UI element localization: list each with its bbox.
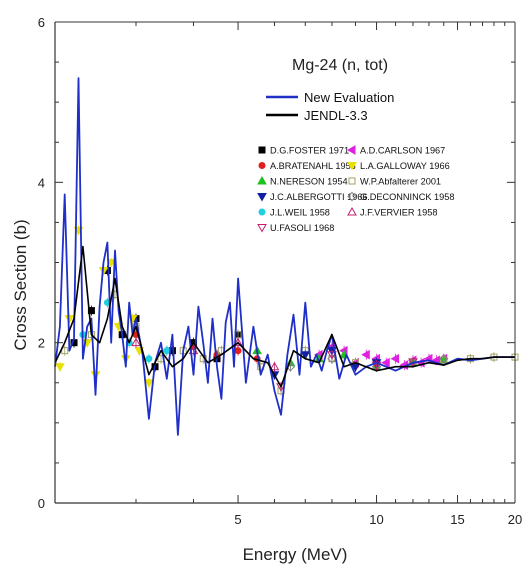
data-point <box>327 353 337 364</box>
data-point <box>234 347 242 355</box>
data-point <box>163 347 171 355</box>
data-point <box>233 337 243 347</box>
data-point <box>269 361 280 371</box>
data-point <box>106 259 117 268</box>
data-point <box>131 337 141 347</box>
series-line-jendl-3-3 <box>54 245 515 388</box>
legend-marker-u-fasoli-1968 <box>257 224 267 233</box>
legend-label: U.FASOLI 1968 <box>270 223 334 233</box>
x-axis-label: Energy (MeV) <box>243 545 348 564</box>
data-point <box>144 379 154 388</box>
legend-label: L.A.GALLOWAY 1966 <box>360 161 450 171</box>
legend-marker-j-f-vervier-1958 <box>347 206 357 216</box>
data-point <box>327 351 337 360</box>
legend-marker-g-deconninck-1958 <box>347 191 357 202</box>
legend-label: J.L.WEIL 1958 <box>270 208 330 218</box>
legend-label: A.BRATENAHL 1958 <box>270 161 356 171</box>
data-point <box>390 353 400 364</box>
y-axis-label: Cross Section (b) <box>11 219 30 350</box>
data-point <box>381 357 390 368</box>
legend-label: JENDL-3.3 <box>304 108 368 123</box>
legend-label: N.NERESON 1954 <box>270 177 348 187</box>
y-tick-label: 0 <box>38 496 45 511</box>
legend-marker-d-g-foster-1971 <box>258 146 266 154</box>
data-point <box>276 383 286 392</box>
legend-label: W.P.Abfalterer 2001 <box>360 177 441 187</box>
y-tick-label: 2 <box>38 336 45 351</box>
data-point <box>361 349 370 360</box>
x-tick-label: 15 <box>450 512 464 527</box>
x-tick-label: 20 <box>508 512 522 527</box>
series-j-f-vervier-1958 <box>131 337 280 372</box>
legend-marker-j-l-weil-1958 <box>258 208 266 216</box>
y-tick-label: 4 <box>38 175 45 190</box>
legend-marker-j-c-albergotti-1966 <box>257 193 267 202</box>
legend: New Evaluation JENDL-3.3 D.G.FOSTER 1971 A.… <box>257 90 454 233</box>
legend-marker-n-nereson-1954 <box>257 175 267 185</box>
plot-area <box>54 77 519 436</box>
legend-label: D.G.FOSTER 1971 <box>270 146 349 156</box>
data-point <box>64 315 75 324</box>
legend-marker-a-bratenahl-1958 <box>258 162 266 169</box>
x-tick-label: 10 <box>369 512 383 527</box>
series-line-new-evaluation <box>54 77 515 436</box>
legend-label: G.DECONNINCK 1958 <box>360 192 454 202</box>
data-point <box>61 347 69 355</box>
y-tick-label: 6 <box>38 15 45 30</box>
data-point <box>350 363 361 372</box>
ticks: 0 2 4 6 5 10 15 20 <box>38 15 522 527</box>
legend-label: A.D.CARLSON 1967 <box>360 146 445 156</box>
chart-title: Mg-24 (n, tot) <box>292 57 388 74</box>
legend-label: J.F.VERVIER 1958 <box>360 208 437 218</box>
x-tick-label: 5 <box>234 512 241 527</box>
legend-marker-l-a-galloway-1966 <box>347 162 357 171</box>
data-point <box>55 363 65 372</box>
data-point <box>439 353 449 364</box>
legend-marker-w-p-abfalterer-2001 <box>348 177 356 185</box>
legend-label: New Evaluation <box>304 90 394 105</box>
legend-label: J.C.ALBERGOTTI 1966 <box>270 192 368 202</box>
data-point <box>300 351 311 360</box>
data-point <box>145 355 153 363</box>
legend-marker-a-d-carlson-1967 <box>346 145 356 155</box>
